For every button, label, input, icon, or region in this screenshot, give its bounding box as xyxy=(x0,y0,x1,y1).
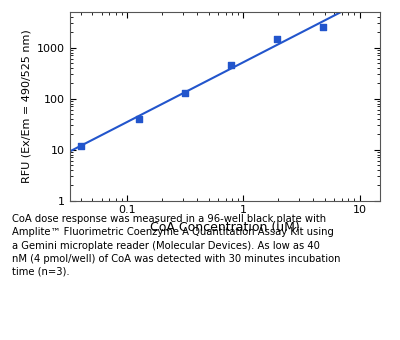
X-axis label: CoA Concentration (uM): CoA Concentration (uM) xyxy=(150,221,300,234)
Point xyxy=(78,143,84,148)
Point xyxy=(320,24,327,30)
Text: CoA dose response was measured in a 96-well black plate with
Amplite™ Fluorimetr: CoA dose response was measured in a 96-w… xyxy=(12,214,340,277)
Point xyxy=(182,90,188,96)
Y-axis label: RFU (Ex/Em = 490/525 nm): RFU (Ex/Em = 490/525 nm) xyxy=(22,29,32,183)
Point xyxy=(274,36,280,41)
Point xyxy=(228,63,234,68)
Point xyxy=(136,116,142,122)
